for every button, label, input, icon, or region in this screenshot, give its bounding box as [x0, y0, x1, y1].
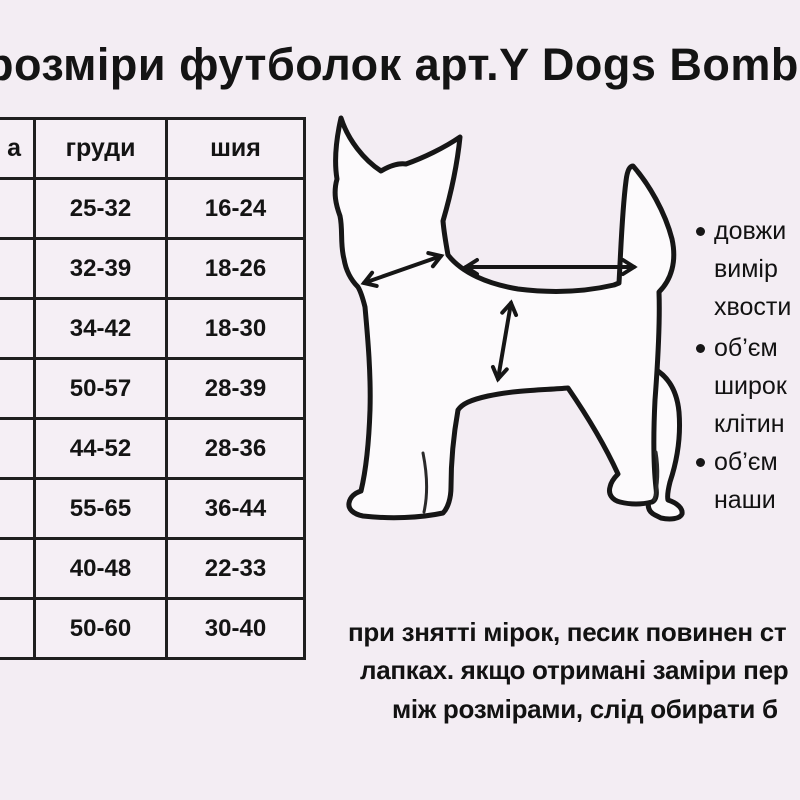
cell-chest: 50-57: [33, 357, 168, 420]
note-line: вимір: [714, 255, 778, 283]
column-header-chest: груди: [33, 117, 168, 180]
measurement-note-back-length: довжи вимір хвости: [696, 212, 791, 326]
cell-neck: 22-33: [165, 537, 306, 600]
cell-weight: [0, 297, 36, 360]
bullet-dot-icon: [696, 458, 705, 467]
table-row: 32-39 18-26: [0, 237, 306, 300]
cell-chest: 40-48: [33, 537, 168, 600]
column-header-neck: шия: [165, 117, 306, 180]
cell-weight: [0, 537, 36, 600]
cell-weight: [0, 177, 36, 240]
footer-note-line: між розмірами, слід обирати б: [392, 694, 778, 724]
cell-chest: 32-39: [33, 237, 168, 300]
cell-chest: 55-65: [33, 477, 168, 540]
size-table-header-row: а груди шия: [0, 117, 306, 180]
cell-chest: 34-42: [33, 297, 168, 360]
note-line: клітин: [714, 410, 785, 438]
cell-weight: [0, 597, 36, 660]
cell-neck: 28-39: [165, 357, 306, 420]
measurement-note-neck-girth: об’єм наши: [696, 443, 778, 519]
cell-neck: 36-44: [165, 477, 306, 540]
bullet-dot-icon: [696, 344, 705, 353]
dog-rear-paw-claw-detail: [652, 450, 660, 502]
table-row: 44-52 28-36: [0, 417, 306, 480]
table-row: 34-42 18-30: [0, 297, 306, 360]
footer-note-line: при знятті мірок, песик повинен ст: [348, 617, 787, 647]
table-row: 50-60 30-40: [0, 597, 306, 660]
table-row: 55-65 36-44: [0, 477, 306, 540]
page-title: розміри футболок арт.Y Dogs Bomba: [0, 39, 800, 90]
cell-weight: [0, 237, 36, 300]
size-table: а груди шия 25-32 16-24 32-39 18-26 34-4…: [0, 117, 306, 660]
cell-chest: 50-60: [33, 597, 168, 660]
note-line: наши: [714, 486, 776, 514]
table-row: 40-48 22-33: [0, 537, 306, 600]
note-line: довжи: [714, 217, 787, 245]
cell-chest: 25-32: [33, 177, 168, 240]
bullet-dot-icon: [696, 227, 705, 236]
cell-weight: [0, 357, 36, 420]
cell-weight: [0, 477, 36, 540]
cell-neck: 16-24: [165, 177, 306, 240]
footer-note-line: лапках. якщо отримані заміри пер: [360, 655, 789, 685]
dog-outline: [332, 115, 677, 521]
dog-front-paw-claw-detail: [421, 451, 428, 514]
dog-measurement-diagram: [332, 115, 685, 522]
column-header-weight-fragment: а: [0, 117, 36, 180]
table-row: 25-32 16-24: [0, 177, 306, 240]
note-line: широк: [714, 372, 787, 400]
chest-girth-arrow: [490, 299, 519, 383]
measurement-note-chest-girth: об’єм широк клітин: [696, 329, 787, 443]
cell-weight: [0, 417, 36, 480]
note-line: об’єм: [714, 448, 778, 476]
cell-neck: 18-26: [165, 237, 306, 300]
cell-neck: 30-40: [165, 597, 306, 660]
cell-neck: 28-36: [165, 417, 306, 480]
table-row: 50-57 28-39: [0, 357, 306, 420]
note-line: об’єм: [714, 334, 778, 362]
neck-girth-arrow: [360, 251, 445, 288]
cell-neck: 18-30: [165, 297, 306, 360]
note-line: хвости: [714, 293, 792, 321]
cell-chest: 44-52: [33, 417, 168, 480]
